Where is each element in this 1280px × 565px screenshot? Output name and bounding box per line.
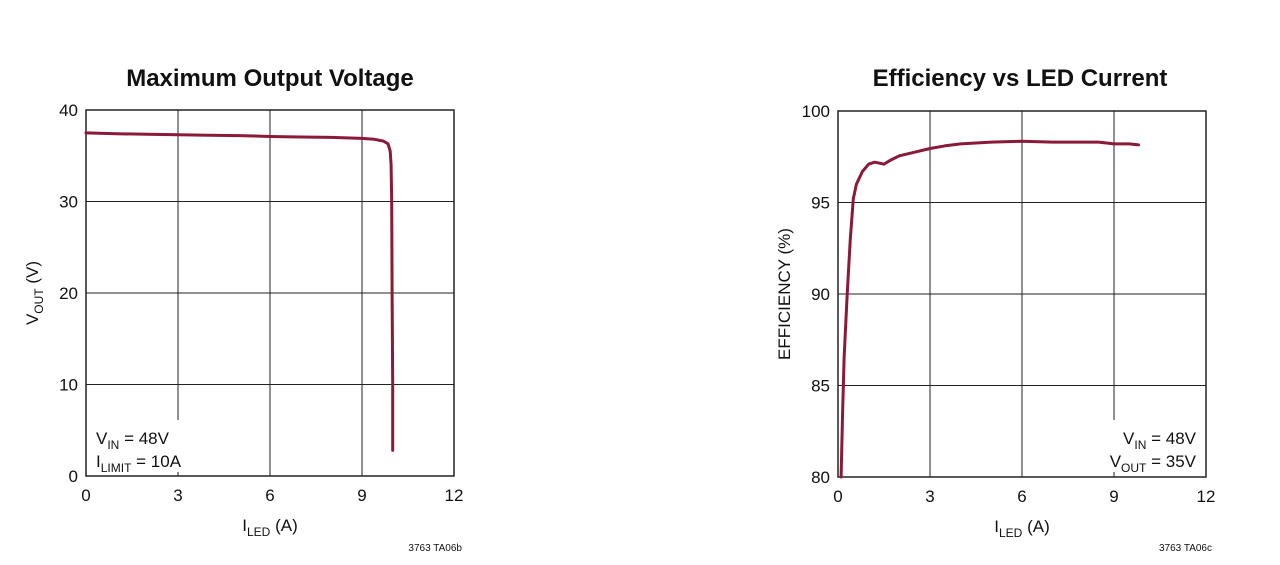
x-axis-label: ILED (A)	[242, 516, 297, 539]
y-tick-label: 100	[802, 102, 830, 121]
condition-annotation: ILIMIT = 10A	[96, 452, 182, 475]
series-line-1	[839, 139, 1140, 479]
x-tick-label: 0	[81, 486, 90, 505]
annotation-background	[88, 420, 192, 472]
y-tick-label: 20	[59, 284, 78, 303]
x-tick-label: 9	[357, 486, 366, 505]
y-axis-label: EFFICIENCY (%)	[775, 228, 794, 360]
figure-code: 3763 TA06b	[408, 543, 462, 554]
y-tick-label: 90	[811, 285, 830, 304]
x-tick-label: 9	[1109, 487, 1118, 506]
x-axis-label: ILED (A)	[994, 517, 1049, 540]
plot-frame	[85, 109, 455, 477]
series-line-1	[84, 131, 395, 452]
y-tick-label: 10	[59, 376, 78, 395]
y-tick-label: 0	[69, 467, 78, 486]
chart-title: Efficiency vs LED Current	[873, 65, 1168, 92]
figure-code: 3763 TA06c	[1159, 543, 1212, 554]
x-tick-label: 0	[833, 487, 842, 506]
x-tick-label: 6	[265, 486, 274, 505]
x-tick-label: 12	[1197, 487, 1216, 506]
x-tick-label: 12	[445, 486, 464, 505]
chart-title: Maximum Output Voltage	[126, 65, 414, 92]
x-tick-label: 3	[173, 486, 182, 505]
y-tick-label: 40	[59, 101, 78, 120]
annotation-background	[1100, 420, 1204, 472]
plot-frame	[837, 110, 1207, 478]
y-axis-label: VOUT (V)	[23, 261, 46, 325]
chart-2: Efficiency vs LED Current 0 3 6 9 12 80 85 90 95 1…	[775, 65, 1215, 554]
y-tick-label: 30	[59, 193, 78, 212]
condition-annotation: VOUT = 35V	[1110, 452, 1197, 475]
y-tick-label: 95	[811, 194, 830, 213]
y-tick-label: 80	[811, 468, 830, 487]
y-tick-label: 85	[811, 377, 830, 396]
chart-1: Maximum Output Voltage 0 3 6 9 12 0 10 20 30 40 ILE…	[23, 65, 463, 554]
condition-annotation: VIN = 48V	[1123, 429, 1197, 452]
x-tick-label: 6	[1017, 487, 1026, 506]
condition-annotation: VIN = 48V	[96, 429, 170, 452]
x-tick-label: 3	[925, 487, 934, 506]
